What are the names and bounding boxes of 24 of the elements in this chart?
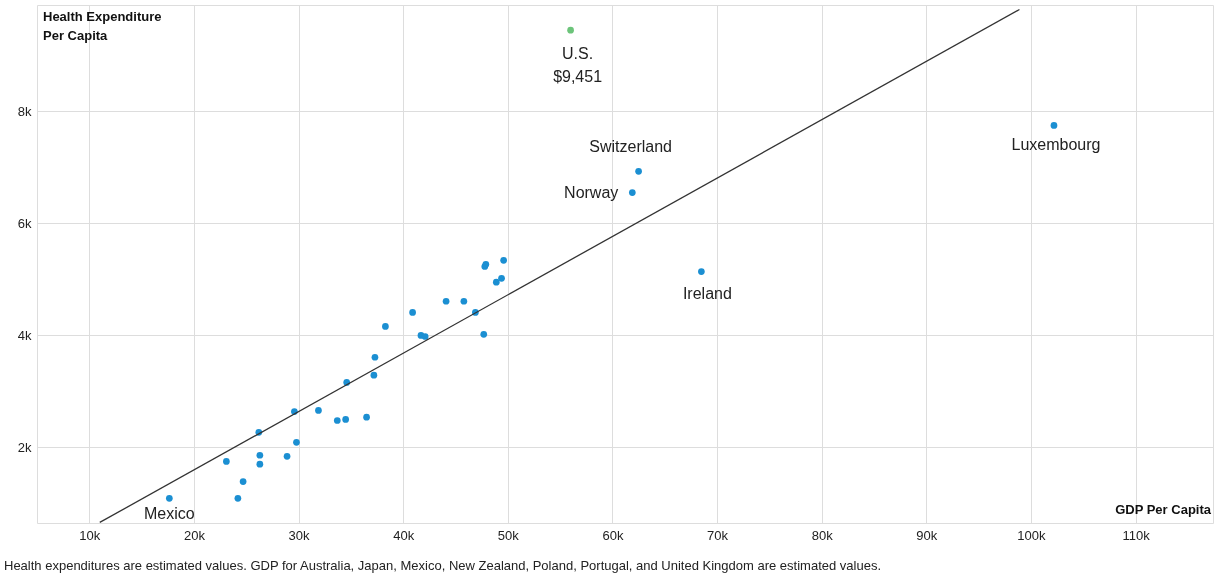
annotation: Mexico <box>144 505 195 523</box>
x-tick-label: 30k <box>288 527 311 543</box>
x-tick-label: 90k <box>916 527 938 543</box>
y-tick-label: 4k <box>17 327 32 343</box>
y-tick-label: 8k <box>17 103 32 119</box>
x-tick-label: 10k <box>79 527 101 543</box>
annotation: U.S. $9,451 <box>553 45 603 86</box>
x-tick-label: 60k <box>602 527 624 543</box>
x-tick-label: 20k <box>183 527 206 543</box>
y-axis-title: Health Expenditure Per Capita <box>43 9 162 43</box>
x-tick-label: 110k <box>1122 527 1151 543</box>
x-axis-title: GDP Per Capita <box>1115 502 1212 517</box>
x-tick-label: 80k <box>811 527 834 543</box>
text: Health expenditures are estimated values. GDP for Australia, Japan, Mexico, New Zealand, Poland, Portugal, and United Kingdom are estimated values. <box>4 558 882 573</box>
annotation: Ireland <box>682 284 732 302</box>
annotation: Luxembourg <box>1011 136 1101 154</box>
x-tick-label: 70k <box>707 527 729 543</box>
annotation: Switzerland <box>589 138 672 156</box>
y-tick-label: 2k <box>17 439 32 455</box>
x-tick-label: 40k <box>393 527 415 543</box>
y-tick-label: 6k <box>17 215 32 231</box>
x-tick-label: 50k <box>497 527 520 543</box>
annotation: Norway <box>564 183 619 201</box>
x-tick-label: 100k <box>1017 527 1047 543</box>
